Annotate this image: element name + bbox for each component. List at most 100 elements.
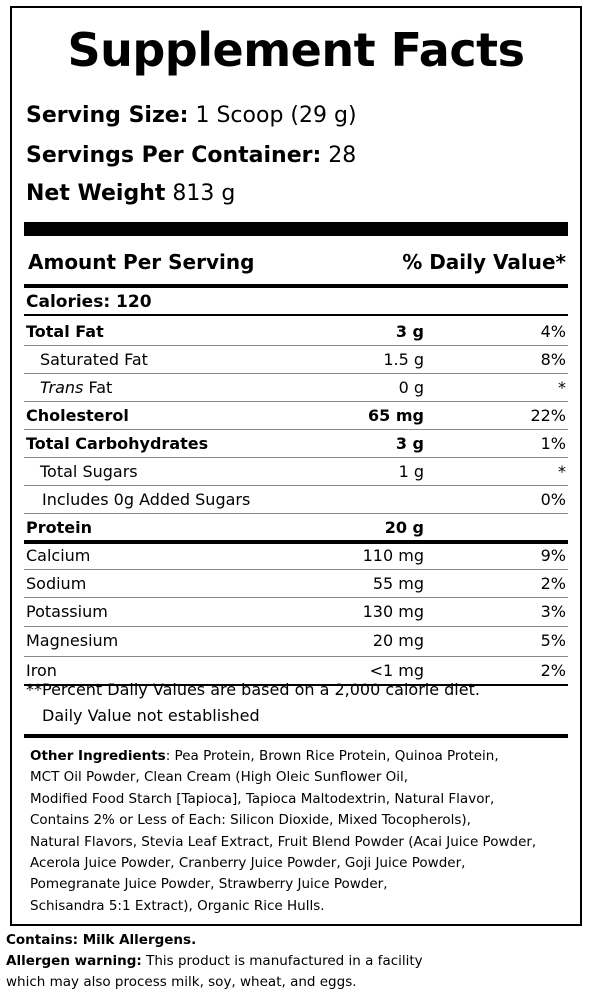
nutrient-row: Magnesium 20 mg 5% [24, 627, 568, 655]
nutrient-name: Iron [26, 661, 57, 680]
nutrient-amount: 55 mg [372, 574, 424, 593]
row-divider [24, 485, 568, 486]
nutrient-name: Total Sugars [40, 462, 138, 481]
ingredients-line: Acerola Juice Powder, Cranberry Juice Po… [30, 855, 466, 872]
allergen-warning-line2: which may also process milk, soy, wheat,… [6, 974, 357, 990]
divider [24, 314, 568, 316]
amount-per-serving-header: Amount Per Serving [28, 250, 255, 274]
row-divider [24, 429, 568, 430]
nutrient-daily-value: 3% [540, 602, 566, 621]
net-weight-value: 813 g [165, 181, 236, 206]
net-weight: Net Weight 813 g [26, 180, 235, 208]
column-header: Amount Per Serving % Daily Value* [28, 246, 566, 278]
nutrient-row: Iron <1 mg 2% [24, 657, 568, 685]
row-divider [24, 597, 568, 598]
row-divider [24, 540, 568, 544]
nutrient-row: Protein 20 g [24, 514, 568, 542]
nutrient-amount: 65 mg [368, 406, 424, 425]
nutrient-daily-value: 0% [540, 490, 566, 509]
nutrient-daily-value: 5% [540, 631, 566, 650]
nutrient-daily-value: * [558, 462, 566, 481]
nutrient-daily-value: 2% [540, 574, 566, 593]
nutrient-row: Total Carbohydrates 3 g 1% [24, 430, 568, 458]
nutrient-row: Sodium 55 mg 2% [24, 570, 568, 598]
nutrient-amount: 20 mg [372, 631, 424, 650]
nutrient-amount: 1.5 g [383, 350, 424, 369]
supplement-facts-panel: Supplement Facts Serving Size: 1 Scoop (… [10, 6, 582, 926]
panel-title: Supplement Facts [67, 23, 526, 77]
contains-statement: Contains: Milk Allergens. [6, 930, 196, 951]
row-divider [24, 626, 568, 627]
nutrient-amount: 3 g [395, 434, 424, 453]
nutrient-amount: 1 g [398, 462, 424, 481]
nutrient-daily-value: 9% [540, 546, 566, 565]
serving-size: Serving Size: 1 Scoop (29 g) [26, 102, 357, 130]
nutrient-row: Calcium 110 mg 9% [24, 542, 568, 570]
ingredients-label: Other Ingredients [30, 748, 166, 764]
daily-value-header: % Daily Value* [402, 250, 566, 274]
nutrient-name: Calcium [26, 546, 91, 565]
ingredients-line: Schisandra 5:1 Extract), Organic Rice Hu… [30, 897, 325, 914]
nutrient-row: Cholesterol 65 mg 22% [24, 402, 568, 430]
divider [24, 284, 568, 288]
nutrient-daily-value: 4% [540, 322, 566, 341]
servings-per-container-value: 28 [321, 143, 357, 168]
divider [24, 684, 568, 686]
ingredients-line: : Pea Protein, Brown Rice Protein, Quino… [165, 748, 499, 764]
nutrient-row: Trans Fat 0 g * [24, 374, 568, 402]
nutrient-name: Total Fat [26, 322, 104, 341]
nutrient-name: Includes 0g Added Sugars [42, 490, 251, 509]
calories: Calories: 120 [26, 292, 152, 312]
nutrient-name-rest: Fat [83, 378, 113, 397]
nutrient-name: Saturated Fat [40, 350, 148, 369]
nutrient-daily-value: 8% [540, 350, 566, 369]
row-divider [24, 656, 568, 657]
allergen-warning-label: Allergen warning: [6, 953, 142, 969]
ingredients-line: Natural Flavors, Stevia Leaf Extract, Fr… [30, 833, 537, 850]
nutrient-row: Total Fat 3 g 4% [24, 318, 568, 346]
row-divider [24, 345, 568, 346]
footnote-daily-values: **Percent Daily Values are based on a 2,… [26, 680, 480, 699]
row-divider [24, 457, 568, 458]
nutrient-row: Total Sugars 1 g * [24, 458, 568, 486]
ingredients-line: Contains 2% or Less of Each: Silicon Dio… [30, 812, 471, 829]
serving-size-label: Serving Size: [26, 103, 189, 128]
nutrient-name-italic: Trans [40, 378, 84, 397]
serving-size-value: 1 Scoop (29 g) [188, 103, 357, 128]
nutrient-amount: 0 g [398, 378, 424, 397]
thick-divider [24, 222, 568, 236]
nutrient-name: Protein [26, 518, 92, 537]
nutrient-row: Potassium 130 mg 3% [24, 598, 568, 626]
row-divider [24, 401, 568, 402]
contains-label: Contains: Milk Allergens. [6, 932, 197, 948]
nutrient-amount: 3 g [395, 322, 424, 341]
divider [24, 734, 568, 738]
nutrient-daily-value: 1% [540, 434, 566, 453]
nutrient-row: Includes 0g Added Sugars 0% [24, 486, 568, 514]
nutrient-name: Sodium [26, 574, 87, 593]
nutrient-name: Total Carbohydrates [26, 434, 209, 453]
nutrient-name: Cholesterol [26, 406, 129, 425]
ingredients-line: MCT Oil Powder, Clean Cream (High Oleic … [30, 769, 409, 786]
ingredients-line: Modified Food Starch [Tapioca], Tapioca … [30, 790, 495, 807]
servings-per-container: Servings Per Container: 28 [26, 142, 356, 170]
allergen-warning-text: This product is manufactured in a facili… [141, 953, 423, 969]
nutrient-amount: <1 mg [369, 661, 424, 680]
footnote-not-established: Daily Value not established [42, 706, 260, 725]
ingredients-line: Pomegranate Juice Powder, Strawberry Jui… [30, 876, 388, 893]
nutrient-amount: 130 mg [362, 602, 424, 621]
row-divider [24, 373, 568, 374]
nutrient-daily-value: 2% [540, 661, 566, 680]
net-weight-label: Net Weight [26, 181, 166, 206]
nutrient-amount: 110 mg [362, 546, 424, 565]
servings-per-container-label: Servings Per Container: [26, 143, 322, 168]
nutrient-name: Potassium [26, 602, 108, 621]
other-ingredients: Other Ingredients: Pea Protein, Brown Ri… [30, 746, 578, 917]
nutrient-name: Trans Fat [40, 374, 112, 402]
nutrient-daily-value: * [558, 378, 566, 397]
nutrient-row: Saturated Fat 1.5 g 8% [24, 346, 568, 374]
row-divider [24, 513, 568, 514]
row-divider [24, 569, 568, 570]
nutrient-daily-value: 22% [530, 406, 566, 425]
nutrient-amount: 20 g [384, 518, 424, 537]
